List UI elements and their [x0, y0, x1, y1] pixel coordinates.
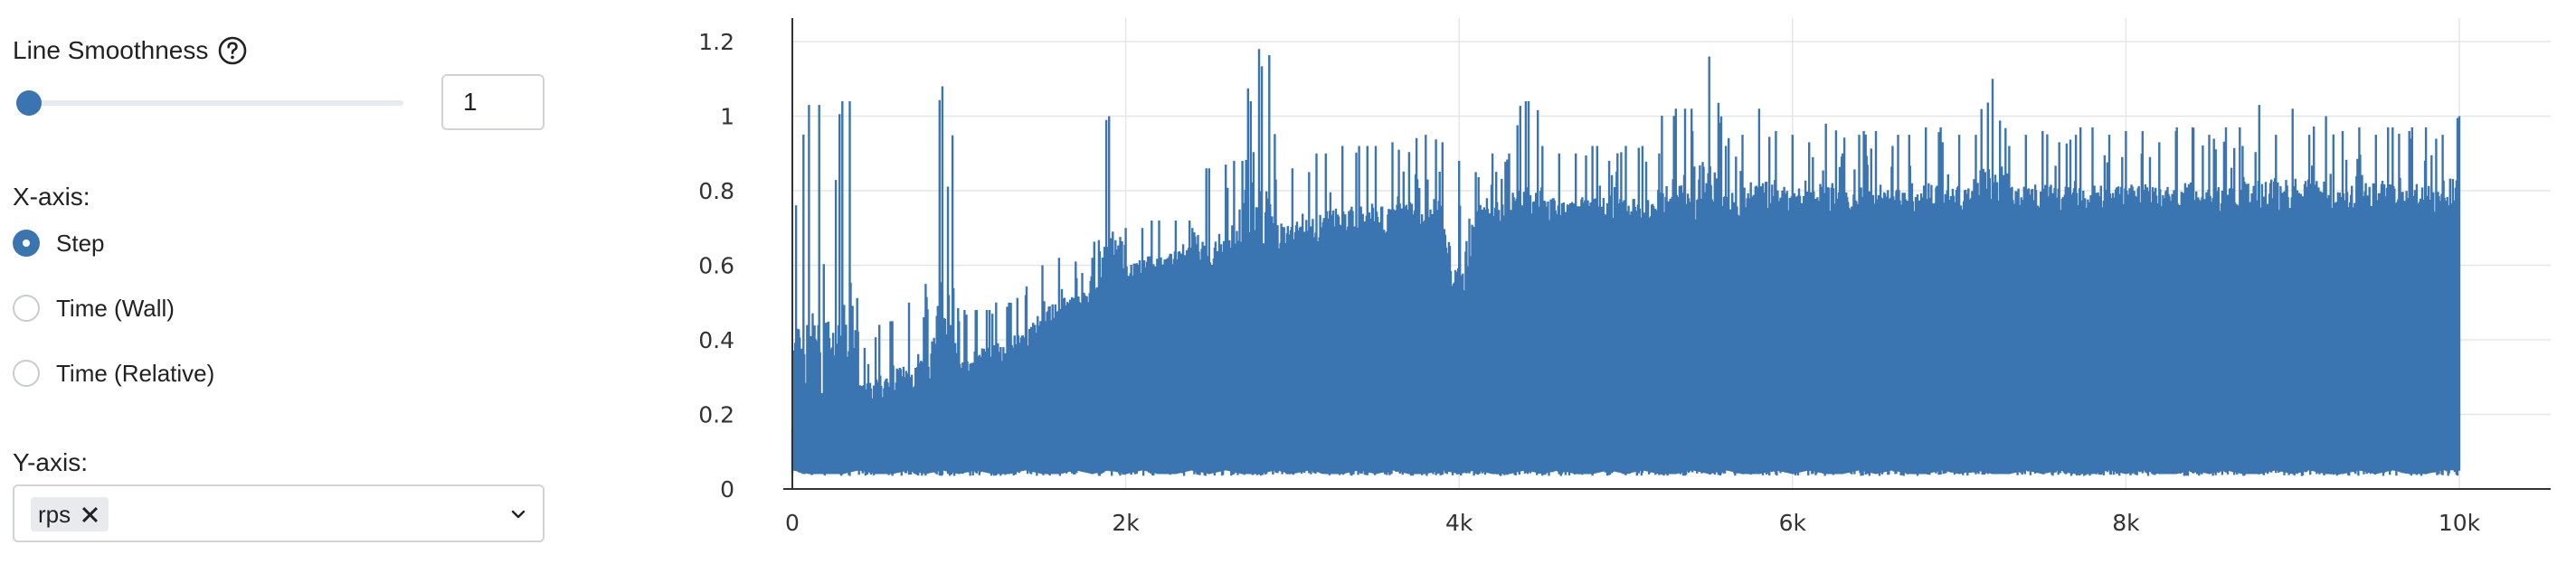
x-tick-label: 10k — [2439, 510, 2481, 536]
x-axis-option-time-relative[interactable]: Time (Relative) — [13, 358, 214, 389]
slider-thumb[interactable] — [16, 90, 42, 116]
x-tick-label: 6k — [1779, 510, 1807, 536]
y-axis-label: Y-axis: — [13, 448, 89, 476]
help-icon[interactable] — [217, 35, 248, 66]
y-axis-select[interactable]: rps — [13, 484, 545, 542]
slider-track[interactable] — [16, 100, 403, 106]
controls-panel: Line Smoothness 1 X-axis: Step Time (Wal… — [0, 0, 579, 564]
chart-area: 0 0.2 0.4 0.6 0.8 1 1.2 0 2k 4k 6k 8k 10k — [579, 0, 2576, 564]
rps-chart: 0 0.2 0.4 0.6 0.8 1 1.2 0 2k 4k 6k 8k 10k — [698, 18, 2551, 536]
x-axis-label: X-axis: — [13, 183, 90, 211]
y-tick-label: 0.8 — [698, 178, 734, 204]
line-smoothness-header: Line Smoothness — [13, 33, 248, 69]
x-axis-option-time-wall[interactable]: Time (Wall) — [13, 293, 175, 324]
y-tick-label: 1 — [720, 104, 734, 130]
x-tick-label: 8k — [2112, 510, 2140, 536]
line-smoothness-label: Line Smoothness — [13, 36, 209, 64]
y-tick-label: 0 — [720, 476, 734, 503]
x-tick-label: 0 — [785, 510, 800, 536]
y-tick-label: 1.2 — [698, 29, 734, 55]
radio-time-relative[interactable] — [13, 360, 40, 387]
radio-step[interactable] — [13, 230, 40, 257]
x-axis-option-step[interactable]: Step — [13, 228, 105, 258]
y-axis-chip: rps — [31, 497, 109, 531]
y-axis-chip-label: rps — [38, 500, 71, 528]
y-tick-label: 0.2 — [698, 402, 734, 428]
radio-time-relative-label: Time (Relative) — [56, 360, 215, 387]
x-tick-label: 4k — [1445, 510, 1473, 536]
radio-step-label: Step — [56, 230, 105, 257]
smoothness-input[interactable]: 1 — [441, 74, 545, 130]
chip-close-icon[interactable] — [80, 504, 99, 524]
chevron-down-icon[interactable] — [510, 506, 526, 522]
x-tick-label: 2k — [1112, 510, 1140, 536]
y-tick-label: 0.4 — [698, 327, 734, 353]
radio-time-wall[interactable] — [13, 295, 40, 322]
radio-time-wall-label: Time (Wall) — [56, 295, 175, 322]
series-line — [791, 49, 2461, 476]
smoothness-slider[interactable] — [16, 89, 403, 118]
y-tick-label: 0.6 — [698, 253, 734, 279]
